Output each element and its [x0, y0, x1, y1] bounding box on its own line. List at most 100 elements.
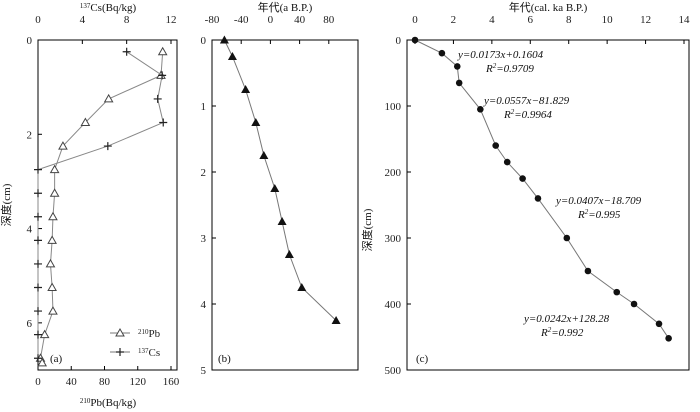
- panel-a-marker-210Pb: [37, 357, 48, 367]
- panel-c-y-tick-label: 500: [385, 365, 402, 377]
- panel-a-bottom-tick-label: 160: [163, 376, 180, 388]
- panel-b-y-tick-label: 3: [201, 233, 207, 245]
- panel-a-marker-137Cs: [159, 118, 168, 127]
- annotation-eq-3: y=0.0407x−18.709: [555, 195, 642, 207]
- panel-c-marker: [455, 79, 463, 87]
- panel-c-marker: [477, 106, 484, 113]
- panel-c-ticks: 0 2 4 6 8 10 12 14 0 100 200 300 400 500: [385, 14, 691, 377]
- panel-b-frame: [211, 39, 359, 371]
- panel-c-label: (c): [416, 353, 429, 365]
- annotation-r2-2: R2=0.9964: [503, 108, 552, 121]
- panel-b-top-tick-label: -80: [205, 14, 220, 26]
- panel-a-marker-137Cs: [34, 283, 42, 292]
- panel-a-marker-137Cs: [103, 142, 112, 151]
- annotation-r2-3: R2=0.995: [577, 208, 621, 221]
- annotation-r2-4: R2=0.992: [540, 326, 584, 339]
- panel-c-frame: [406, 39, 690, 371]
- legend-label-pb-sup: 210: [138, 328, 149, 336]
- panel-b-y-tick-label: 0: [201, 35, 207, 47]
- panel-c-top-tick-label: 2: [451, 14, 457, 26]
- panel-a-frame: [37, 39, 178, 371]
- panel-c-y-tick-label: 0: [396, 35, 402, 47]
- legend-marker-cs: [116, 348, 124, 356]
- panel-a-marker-137Cs: [34, 354, 42, 363]
- panel-b-marker: [259, 151, 269, 159]
- panel-a-marker-210Pb: [45, 258, 56, 268]
- panel-a-top-axis-rest: Cs(Bq/kg): [90, 2, 136, 14]
- panel-c-top-tick-label: 12: [640, 14, 651, 26]
- panel-a-top-tick-label: 0: [35, 14, 41, 26]
- panel-a-marker-210Pb: [47, 235, 57, 244]
- panel-a-marker-137Cs: [34, 189, 42, 198]
- panel-c-marker: [492, 142, 500, 149]
- panel-c-marker: [630, 300, 638, 308]
- panel-a-marker-137Cs: [34, 259, 42, 268]
- panel-a-legend: 210Pb 137Cs: [110, 327, 161, 359]
- panel-a-y-tick-label: 0: [27, 35, 33, 47]
- panel-c-top-tick-label: 8: [566, 14, 572, 26]
- panel-c-ylabel: 深度(cm): [360, 208, 374, 251]
- panel-b-series-line: [223, 39, 337, 321]
- panel-a-marker-137Cs: [34, 212, 42, 221]
- legend-label-cs-sup: 137: [138, 347, 149, 355]
- panel-a-top-axis-title: 137Cs(Bq/kg): [80, 2, 137, 14]
- panel-a-y-tick-label: 6: [27, 318, 33, 330]
- panel-a-marker-210Pb: [58, 141, 68, 150]
- panel-c-marker: [411, 36, 419, 44]
- panel-a-marker-137Cs: [122, 47, 131, 56]
- legend-label-pb-rest: Pb: [149, 328, 161, 340]
- panel-c-top-tick-label: 10: [602, 14, 614, 26]
- panel-a-marker-210Pb: [48, 306, 58, 315]
- legend-label-pb: 210Pb: [138, 328, 161, 340]
- panel-b-ticks: -80 -40 0 40 80 0 1 2 3 4 5: [201, 14, 335, 377]
- annotation-r2-3-value: =0.995: [588, 209, 621, 221]
- panel-c-series-line: [414, 39, 670, 339]
- panel-a-marker-137Cs: [34, 236, 42, 245]
- panel-a-bottom-axis-rest: Pb(Bq/kg): [90, 397, 136, 409]
- panel-b-marker: [297, 283, 307, 291]
- annotation-eq-1: y=0.0173x+0.1604: [457, 49, 544, 61]
- annotation-eq-2: y=0.0557x−81.829: [483, 95, 570, 107]
- panel-b-y-tick-label: 4: [201, 299, 207, 311]
- panel-a-marker-210Pb: [103, 93, 114, 103]
- panel-c-top-tick-label: 14: [679, 14, 691, 26]
- panel-a-y-tick-label: 2: [27, 129, 33, 141]
- panel-b-marker: [270, 184, 280, 192]
- panel-b-y-tick-label: 5: [201, 365, 207, 377]
- panel-a-marker-137Cs: [34, 165, 42, 174]
- panel-a-bottom-tick-label: 80: [99, 376, 111, 388]
- panel-a-series: [34, 46, 168, 367]
- panel-b-series: [219, 35, 341, 324]
- panel-a-y-tick-label: 4: [27, 224, 33, 236]
- panel-a-bottom-axis-title: 210Pb(Bq/kg): [80, 397, 137, 409]
- panel-b-y-tick-label: 2: [201, 167, 207, 179]
- panel-a-marker-137Cs: [34, 307, 42, 316]
- panel-c-annotations: y=0.0173x+0.1604 R2=0.9709 y=0.0557x−81.…: [457, 49, 642, 339]
- annotation-r2-2-value: =0.9964: [514, 109, 552, 121]
- panel-b-label: (b): [218, 353, 231, 365]
- panel-b-top-tick-label: -40: [234, 14, 249, 26]
- panel-a-top-axis-sup: 137: [80, 2, 91, 10]
- panel-a-top-tick-label: 12: [166, 14, 177, 26]
- panel-c-marker: [534, 195, 542, 202]
- panel-b: 年代(a B.P.) (b) -80 -40 0 40 80 0 1 2 3 4 5: [201, 0, 359, 377]
- annotation-eq-4: y=0.0242x+128.28: [523, 313, 610, 325]
- panel-b-top-axis-title: 年代(a B.P.): [258, 0, 313, 14]
- panel-b-marker: [227, 52, 237, 60]
- panel-a: 137Cs(Bq/kg) 210Pb(Bq/kg) 深度(cm) (a) 024…: [0, 2, 180, 409]
- panel-a-marker-210Pb: [47, 282, 57, 291]
- panel-c-marker: [613, 288, 621, 296]
- panel-c-marker: [665, 335, 672, 342]
- panel-a-label: (a): [50, 353, 63, 365]
- panel-c-top-axis-title: 年代(cal. ka B.P.): [509, 0, 588, 14]
- panel-b-marker: [219, 35, 229, 44]
- panel-c: 年代(cal. ka B.P.) 深度(cm) (c) 0 2 4 6 8 10 12 140…: [360, 0, 690, 377]
- panel-b-top-tick-label: 40: [294, 14, 306, 26]
- panel-b-marker: [277, 217, 287, 225]
- panel-c-series: [411, 36, 672, 342]
- panel-b-top-tick-label: 80: [323, 14, 335, 26]
- panel-a-series-line-210Pb: [39, 51, 164, 364]
- annotation-r2-4-value: =0.992: [551, 327, 584, 339]
